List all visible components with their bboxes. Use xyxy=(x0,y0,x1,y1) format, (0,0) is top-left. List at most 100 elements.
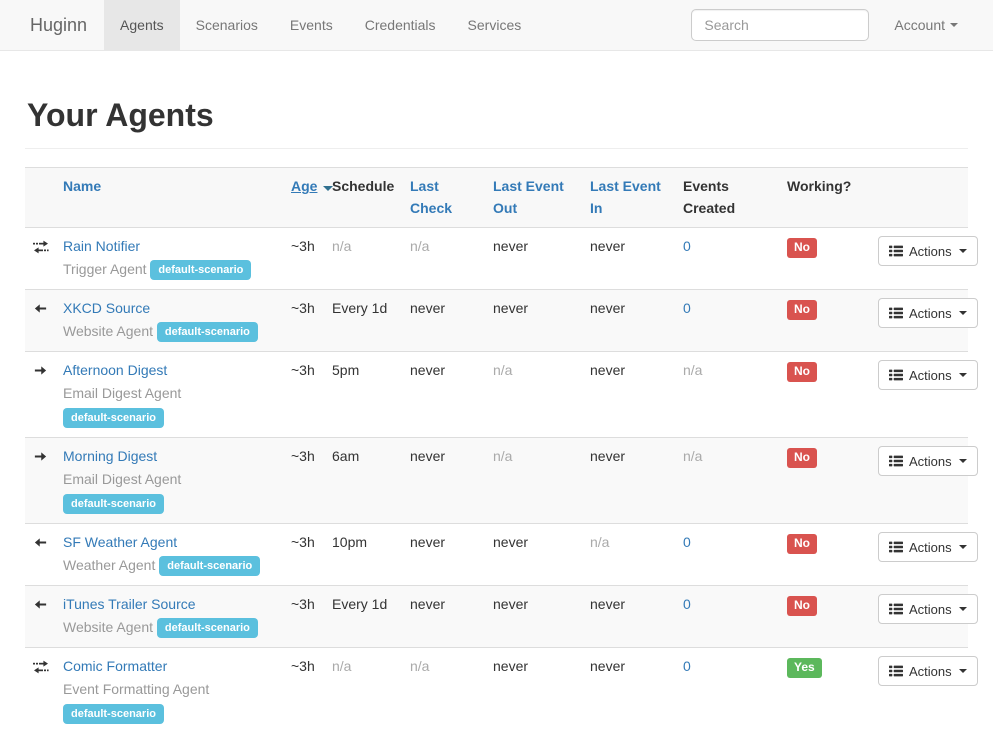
chevron-down-icon xyxy=(958,545,967,550)
age-value: ~3h xyxy=(291,448,315,465)
agent-type-label: Website Agent xyxy=(63,323,154,340)
header-schedule: Schedule xyxy=(324,166,402,229)
header-actions-spacer xyxy=(870,166,968,229)
actions-label: Actions xyxy=(909,601,952,617)
last-event-in-value: n/a xyxy=(590,534,610,551)
actions-button[interactable]: Actions xyxy=(878,360,978,391)
sort-header-age[interactable]: Age xyxy=(291,178,318,194)
actions-button[interactable]: Actions xyxy=(878,236,978,267)
last-event-out-value: never xyxy=(493,300,529,317)
list-icon xyxy=(889,603,903,615)
header-working: Working? xyxy=(779,166,870,229)
scenario-badge[interactable]: default-scenario xyxy=(63,408,164,429)
schedule-value: n/a xyxy=(332,658,352,675)
last-event-in-value: never xyxy=(590,596,626,613)
sort-header-name[interactable]: Name xyxy=(63,178,102,194)
sort-header-last-check[interactable]: Last Check xyxy=(410,178,453,216)
agent-type-label: Email Digest Agent xyxy=(63,385,182,402)
nav-item-agents[interactable]: Agents xyxy=(104,0,180,50)
divider xyxy=(25,148,968,149)
events-created-link[interactable]: 0 xyxy=(683,300,691,317)
list-icon xyxy=(889,245,903,257)
age-value: ~3h xyxy=(291,596,315,613)
arrow-right-icon xyxy=(33,449,48,464)
chevron-down-icon xyxy=(958,373,967,378)
events-created-link[interactable]: 0 xyxy=(683,238,691,255)
arrow-left-icon xyxy=(33,597,48,612)
nav-item-credentials[interactable]: Credentials xyxy=(364,17,436,33)
arrow-left-icon xyxy=(33,535,48,550)
actions-button[interactable]: Actions xyxy=(878,594,978,625)
agents-table-body: Rain Notifier Trigger Agent default-scen… xyxy=(25,227,978,733)
actions-label: Actions xyxy=(909,367,952,383)
list-icon xyxy=(889,455,903,467)
list-icon xyxy=(889,307,903,319)
age-value: ~3h xyxy=(291,238,315,255)
main-nav: Agents Scenarios Events Credentials Serv… xyxy=(104,0,537,50)
scenario-badge[interactable]: default-scenario xyxy=(159,556,261,577)
agent-type-label: Weather Agent xyxy=(63,557,156,574)
scenario-badge[interactable]: default-scenario xyxy=(156,322,258,343)
agent-name-link[interactable]: Comic Formatter xyxy=(63,658,168,675)
table-row: XKCD Source Website Agent default-scenar… xyxy=(25,289,978,352)
last-event-in-value: never xyxy=(590,362,626,379)
events-created-link[interactable]: 0 xyxy=(683,534,691,551)
sort-header-last-event-in[interactable]: Last Event In xyxy=(590,178,661,216)
age-value: ~3h xyxy=(291,534,315,551)
agent-type-label: Email Digest Agent xyxy=(63,471,182,488)
navbar: Huginn Agents Scenarios Events Credentia… xyxy=(0,0,993,51)
last-event-in-value: never xyxy=(590,300,626,317)
age-value: ~3h xyxy=(291,658,315,675)
last-check-value: never xyxy=(410,448,446,465)
last-check-value: n/a xyxy=(410,658,430,675)
arrow-right-icon xyxy=(33,363,48,378)
nav-item-scenarios[interactable]: Scenarios xyxy=(195,17,258,33)
scenario-badge[interactable]: default-scenario xyxy=(63,494,164,515)
header-icon-spacer xyxy=(25,166,55,229)
actions-button[interactable]: Actions xyxy=(878,446,978,477)
nav-item-events[interactable]: Events xyxy=(289,17,333,33)
scenario-badge[interactable]: default-scenario xyxy=(63,704,164,725)
actions-button[interactable]: Actions xyxy=(878,532,978,563)
working-badge: No xyxy=(787,596,817,617)
working-badge: No xyxy=(787,362,817,383)
working-badge: No xyxy=(787,448,817,469)
actions-label: Actions xyxy=(909,539,952,555)
agent-type-label: Website Agent xyxy=(63,619,154,636)
table-row: Rain Notifier Trigger Agent default-scen… xyxy=(25,227,978,290)
actions-label: Actions xyxy=(909,663,952,679)
agent-name-link[interactable]: Rain Notifier xyxy=(63,238,141,255)
schedule-value: 6am xyxy=(332,448,360,465)
sort-direction-icon xyxy=(323,186,334,191)
agent-name-link[interactable]: Afternoon Digest xyxy=(63,362,168,379)
header-events-created: Events Created xyxy=(675,166,779,229)
actions-button[interactable]: Actions xyxy=(878,298,978,329)
brand-link[interactable]: Huginn xyxy=(30,14,88,35)
chevron-down-icon xyxy=(950,23,958,27)
agent-type-label: Event Formatting Agent xyxy=(63,681,210,698)
agent-name-link[interactable]: Morning Digest xyxy=(63,448,158,465)
scenario-badge[interactable]: default-scenario xyxy=(150,260,252,281)
page-title: Your Agents xyxy=(27,97,214,133)
search-input[interactable] xyxy=(691,9,870,41)
events-created-link[interactable]: 0 xyxy=(683,596,691,613)
working-badge: Yes xyxy=(787,658,822,679)
scenario-badge[interactable]: default-scenario xyxy=(156,618,258,639)
agent-name-link[interactable]: iTunes Trailer Source xyxy=(63,596,196,613)
nav-item-services[interactable]: Services xyxy=(467,17,522,33)
working-badge: No xyxy=(787,534,817,555)
actions-label: Actions xyxy=(909,453,952,469)
actions-button[interactable]: Actions xyxy=(878,656,978,687)
agent-name-link[interactable]: XKCD Source xyxy=(63,300,151,317)
chevron-down-icon xyxy=(958,669,967,674)
events-created-link[interactable]: 0 xyxy=(683,658,691,675)
last-check-value: never xyxy=(410,362,446,379)
transfer-icon xyxy=(33,659,49,675)
age-value: ~3h xyxy=(291,362,315,379)
account-menu[interactable]: Account xyxy=(886,2,966,48)
list-icon xyxy=(889,665,903,677)
last-check-value: n/a xyxy=(410,238,430,255)
agent-name-link[interactable]: SF Weather Agent xyxy=(63,534,178,551)
sort-header-last-event-out[interactable]: Last Event Out xyxy=(493,178,564,216)
last-check-value: never xyxy=(410,300,446,317)
